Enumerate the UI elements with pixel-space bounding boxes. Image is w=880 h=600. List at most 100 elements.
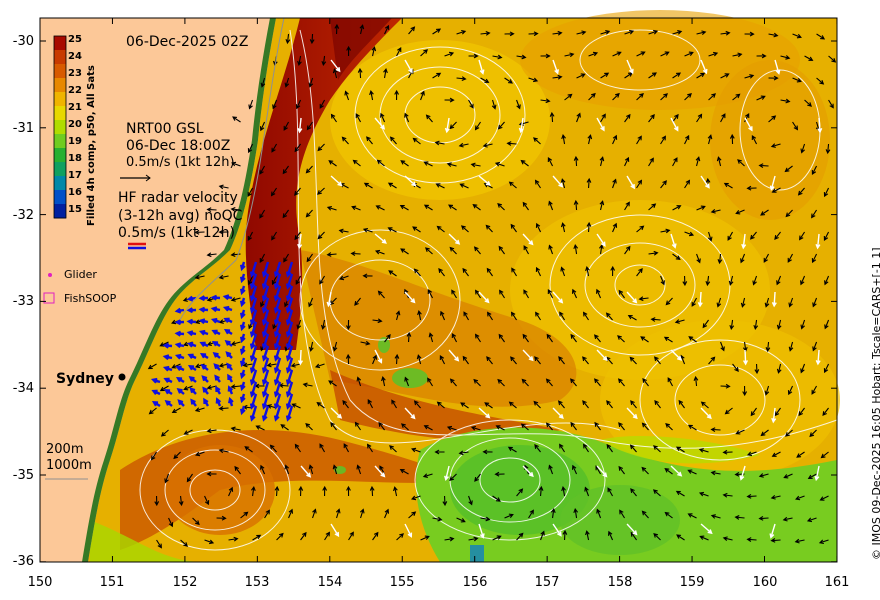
velocity-arrow	[648, 250, 659, 256]
white-arrow	[814, 465, 820, 482]
velocity-arrow	[720, 341, 725, 352]
velocity-arrow	[665, 423, 673, 431]
velocity-arrow	[316, 401, 325, 409]
velocity-arrow	[440, 310, 446, 321]
white-arrow	[374, 117, 386, 130]
velocity-arrow	[520, 159, 529, 167]
velocity-arrow	[734, 515, 745, 520]
colorbar-swatch	[54, 148, 66, 163]
velocity-arrow	[823, 231, 830, 242]
velocity-arrow	[492, 535, 502, 541]
hf-radar-arrow	[273, 273, 282, 290]
velocity-arrow	[720, 30, 731, 36]
hf-radar-arrow	[285, 321, 294, 338]
velocity-arrow	[395, 310, 401, 321]
velocity-arrow	[664, 511, 673, 519]
velocity-arrow	[636, 135, 642, 145]
velocity-arrow	[171, 363, 181, 369]
velocity-arrow	[570, 333, 577, 343]
velocity-arrow	[560, 266, 566, 277]
colorbar-tick: 24	[68, 51, 82, 62]
velocity-arrow	[384, 508, 390, 519]
velocity-arrow	[372, 318, 383, 324]
velocity-arrow	[394, 353, 400, 365]
velocity-arrow	[247, 231, 254, 241]
velocity-arrow	[672, 157, 678, 167]
velocity-arrow	[640, 336, 649, 343]
velocity-arrow	[230, 384, 241, 389]
velocity-arrow	[596, 288, 602, 299]
velocity-arrow	[442, 495, 448, 507]
velocity-arrow	[294, 187, 301, 196]
velocity-arrow	[594, 378, 601, 387]
velocity-arrow	[194, 363, 205, 369]
velocity-arrow	[594, 421, 601, 431]
velocity-arrow	[321, 55, 327, 67]
velocity-arrow	[806, 517, 817, 523]
velocity-arrow	[582, 311, 590, 321]
hf-radar-arrow	[261, 333, 270, 350]
velocity-arrow	[754, 363, 760, 375]
velocity-arrow	[561, 486, 566, 497]
white-arrow	[700, 523, 713, 535]
hf-radar-arrow	[186, 295, 197, 302]
velocity-arrow	[535, 222, 542, 233]
white-arrow	[444, 117, 450, 134]
velocity-arrow	[735, 429, 745, 435]
velocity-arrow	[758, 515, 769, 521]
velocity-arrow	[412, 137, 421, 145]
velocity-arrow	[652, 489, 661, 497]
velocity-arrow	[335, 508, 341, 519]
hf-radar-arrow	[162, 365, 173, 372]
hf-radar-arrow	[285, 285, 294, 302]
hf-radar-arrow	[249, 369, 258, 386]
velocity-arrow	[618, 422, 625, 431]
velocity-arrow	[435, 183, 445, 189]
velocity-arrow	[317, 187, 325, 195]
velocity-arrow	[548, 200, 554, 211]
velocity-arrow	[648, 29, 659, 35]
velocity-arrow	[534, 179, 542, 189]
velocity-arrow	[470, 162, 481, 168]
hf-radar-arrow	[239, 321, 246, 332]
velocity-arrow	[636, 179, 643, 189]
velocity-arrow	[600, 72, 610, 79]
x-tick-label: 156	[462, 575, 488, 590]
velocity-arrow	[586, 177, 592, 189]
velocity-arrow	[475, 289, 482, 299]
velocity-arrow	[557, 400, 565, 409]
velocity-arrow	[708, 356, 716, 365]
velocity-arrow	[377, 290, 385, 299]
hf-radar-arrow	[226, 362, 233, 371]
velocity-arrow	[396, 533, 404, 541]
velocity-arrow	[764, 385, 770, 396]
hf-radar-arrow	[249, 381, 258, 398]
velocity-arrow	[746, 185, 757, 191]
velocity-arrow	[672, 205, 682, 211]
velocity-arrow	[272, 99, 278, 110]
velocity-arrow	[250, 485, 256, 497]
white-arrow	[330, 175, 343, 187]
hf-radar-arrow	[163, 388, 173, 396]
velocity-arrow	[319, 99, 326, 109]
velocity-arrow	[792, 121, 799, 131]
velocity-arrow	[282, 209, 289, 219]
velocity-arrow	[330, 113, 338, 123]
white-arrow	[774, 59, 781, 75]
velocity-arrow	[444, 97, 455, 103]
hf-radar-arrow	[249, 393, 258, 410]
white-arrow	[626, 291, 638, 304]
velocity-arrow	[456, 517, 466, 523]
white-arrow	[744, 117, 753, 132]
hf-radar-arrow	[261, 321, 270, 338]
velocity-arrow	[312, 508, 317, 519]
hf-radar-arrow	[261, 369, 270, 386]
hf-radar-arrow	[222, 305, 233, 312]
velocity-arrow	[463, 311, 470, 321]
velocity-arrow	[474, 121, 482, 131]
hf-radar-arrow	[174, 353, 185, 360]
velocity-arrow	[320, 319, 326, 330]
velocity-arrow	[306, 253, 313, 263]
velocity-arrow	[811, 385, 818, 395]
white-arrow	[404, 407, 416, 420]
